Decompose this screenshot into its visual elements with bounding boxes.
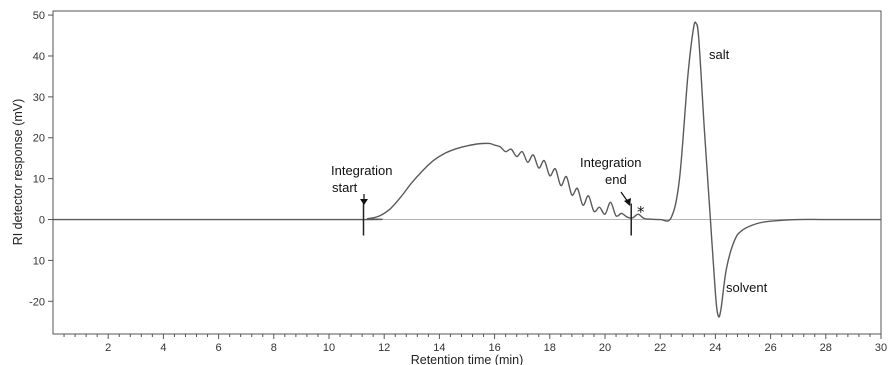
- y-tick-label: 50: [33, 10, 45, 22]
- x-tick-label: 26: [764, 342, 776, 354]
- x-tick-label: 16: [488, 342, 500, 354]
- y-tick-label: 20: [33, 133, 45, 145]
- solvent-label: solvent: [726, 280, 768, 295]
- x-tick-label: 8: [271, 342, 277, 354]
- y-axis-title: RI detector response (mV): [11, 99, 25, 246]
- y-axis-ticks: 50 40 30 20 10 0 10 -20: [29, 10, 53, 308]
- x-axis-title: Retention time (min): [411, 353, 524, 365]
- x-tick-label: 14: [433, 342, 445, 354]
- x-tick-label: 2: [105, 342, 111, 354]
- x-axis-ticks: 2 4 6 8 10 12 14 16 18 20 22 24 26 28 30: [63, 334, 887, 354]
- plot-frame: [52, 10, 882, 335]
- integration-start-label-line1: Integration: [331, 163, 392, 178]
- y-tick-label: 40: [33, 51, 45, 63]
- star-annotation: *: [637, 203, 645, 221]
- x-tick-label: 20: [599, 342, 611, 354]
- salt-label: salt: [709, 47, 730, 62]
- x-tick-label: 30: [875, 342, 887, 354]
- series-line-signal: [52, 21, 881, 318]
- integration-end-label-line1: Integration: [580, 155, 641, 170]
- y-tick-label: 30: [33, 92, 45, 104]
- y-tick-label: 10: [33, 174, 45, 186]
- x-tick-label: 24: [709, 342, 721, 354]
- x-tick-label: 10: [323, 342, 335, 354]
- y-tick-label: 0: [39, 215, 45, 227]
- x-tick-label: 22: [654, 342, 666, 354]
- integration-start-label-line2: start: [332, 180, 358, 195]
- y-tick-label: -20: [29, 296, 45, 308]
- y-tick-label: 10: [33, 255, 45, 267]
- x-tick-label: 4: [160, 342, 166, 354]
- x-tick-label: 18: [544, 342, 556, 354]
- x-tick-label: 12: [378, 342, 390, 354]
- x-tick-label: 28: [820, 342, 832, 354]
- integration-start-arrow: [360, 194, 368, 205]
- integration-end-arrow: [620, 191, 631, 206]
- integration-end-label-line2: end: [605, 172, 627, 187]
- x-tick-label: 6: [216, 342, 222, 354]
